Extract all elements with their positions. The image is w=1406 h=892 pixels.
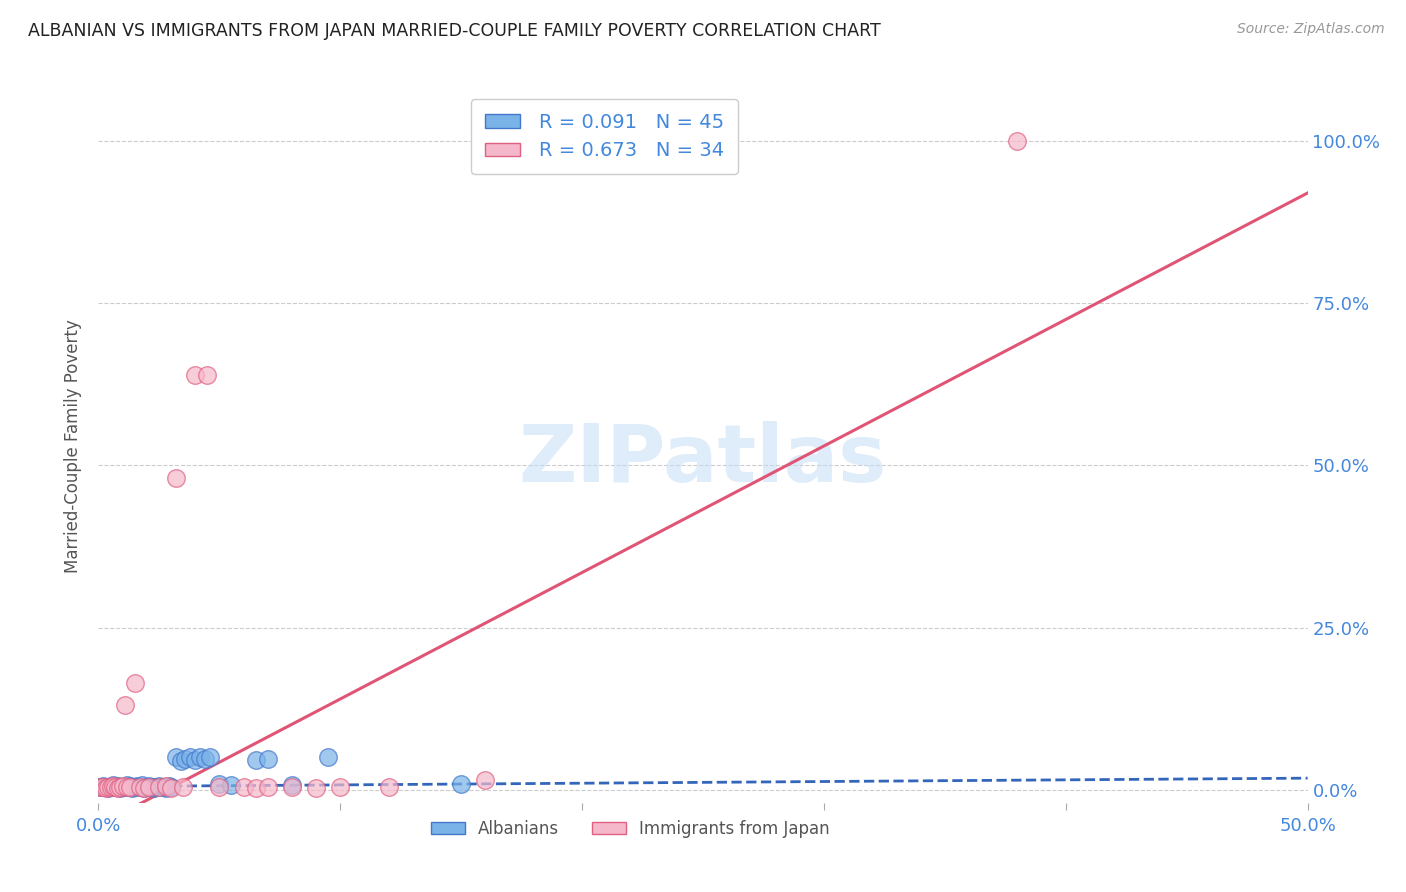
Point [245, 780, 267, 795]
Point [134, 780, 156, 795]
Point [184, 368, 207, 382]
Point [208, 780, 231, 795]
Point [1007, 134, 1029, 148]
Point [101, 779, 124, 793]
Point [160, 780, 183, 795]
Point [131, 778, 153, 792]
Point [232, 780, 254, 794]
Point [174, 752, 197, 766]
Point [150, 780, 173, 794]
Point [104, 780, 127, 795]
Point [165, 750, 187, 764]
Point [256, 752, 278, 766]
Point [128, 780, 150, 794]
Point [108, 780, 131, 795]
Point [121, 780, 143, 795]
Legend: Albanians, Immigrants from Japan: Albanians, Immigrants from Japan [425, 814, 837, 845]
Point [165, 471, 187, 485]
Point [281, 778, 304, 792]
Point [100, 780, 122, 795]
Point [450, 777, 472, 791]
Point [87, 780, 110, 794]
Point [97, 780, 120, 795]
Point [184, 753, 207, 767]
Point [194, 752, 217, 766]
Point [329, 780, 352, 794]
Point [141, 780, 163, 794]
Text: ZIPatlas: ZIPatlas [519, 421, 887, 500]
Point [134, 780, 156, 795]
Point [179, 750, 201, 764]
Point [127, 779, 149, 793]
Text: ALBANIAN VS IMMIGRANTS FROM JAPAN MARRIED-COUPLE FAMILY POVERTY CORRELATION CHAR: ALBANIAN VS IMMIGRANTS FROM JAPAN MARRIE… [28, 22, 882, 40]
Point [474, 773, 496, 788]
Point [143, 780, 166, 795]
Point [94, 780, 117, 795]
Point [195, 368, 218, 382]
Point [124, 780, 146, 794]
Point [107, 779, 129, 793]
Point [188, 750, 211, 764]
Point [281, 780, 304, 794]
Point [135, 780, 157, 795]
Point [172, 780, 194, 794]
Point [155, 780, 177, 795]
Point [104, 780, 127, 794]
Point [118, 779, 141, 793]
Point [101, 778, 124, 792]
Point [94, 780, 117, 795]
Point [377, 780, 399, 795]
Point [138, 779, 160, 793]
Point [111, 779, 134, 793]
Point [148, 780, 170, 795]
Point [90, 780, 112, 795]
Point [107, 780, 129, 795]
Point [148, 779, 170, 793]
Point [160, 780, 183, 794]
Point [305, 780, 328, 795]
Text: Source: ZipAtlas.com: Source: ZipAtlas.com [1237, 22, 1385, 37]
Point [91, 779, 114, 793]
Point [108, 780, 131, 795]
Point [111, 780, 134, 794]
Point [256, 780, 278, 795]
Point [169, 754, 191, 768]
Y-axis label: Married-Couple Family Poverty: Married-Couple Family Poverty [65, 319, 83, 573]
Point [117, 778, 139, 792]
Point [152, 780, 174, 795]
Point [157, 779, 180, 793]
Point [114, 780, 136, 795]
Point [118, 780, 141, 795]
Point [198, 750, 221, 764]
Point [97, 780, 120, 794]
Point [221, 778, 243, 792]
Point [128, 780, 150, 795]
Point [100, 780, 122, 794]
Point [316, 750, 339, 764]
Point [245, 753, 267, 767]
Point [138, 780, 160, 794]
Point [208, 777, 231, 791]
Point [155, 779, 177, 793]
Point [114, 698, 136, 713]
Point [91, 780, 114, 794]
Point [117, 780, 139, 794]
Point [124, 675, 146, 690]
Point [145, 780, 167, 795]
